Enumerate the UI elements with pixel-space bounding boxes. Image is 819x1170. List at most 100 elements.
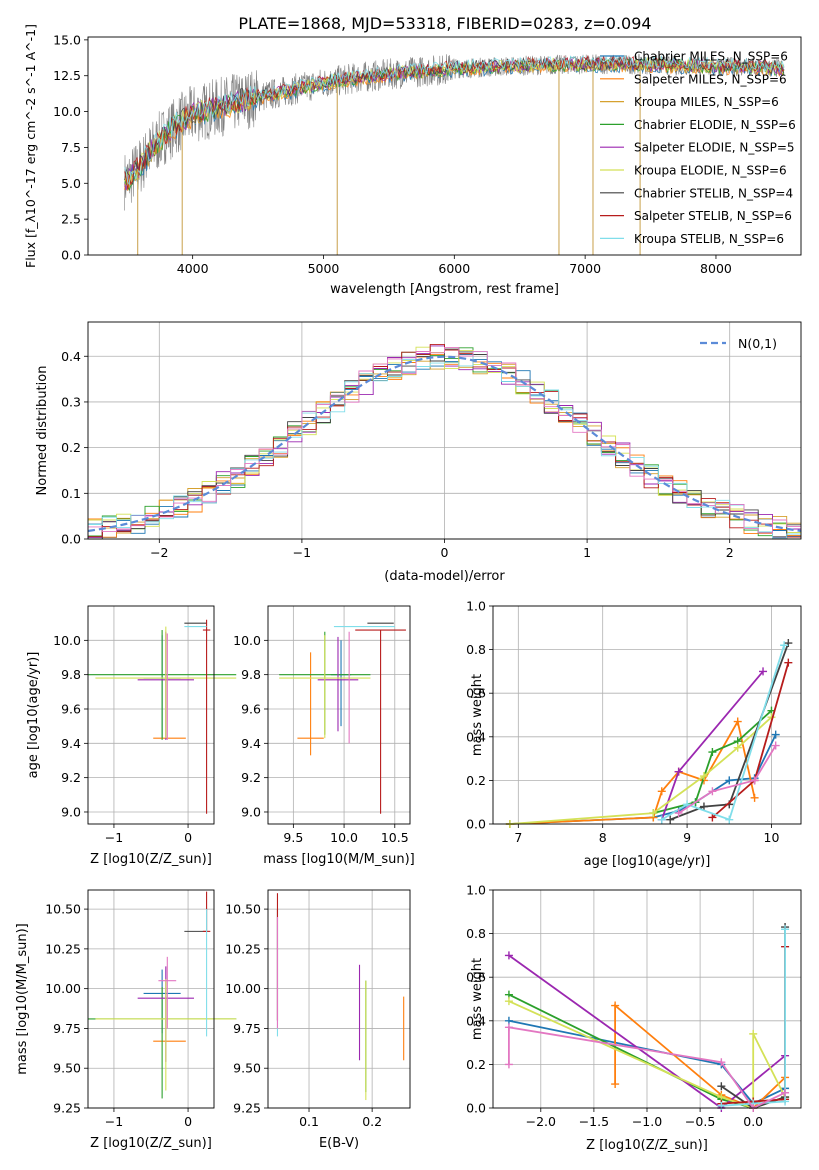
legend-label: N(0,1) [738,336,777,351]
y-tick-label: 9.50 [53,1061,81,1076]
data-point [708,813,717,822]
x-tick-label: −1.5 [579,1114,609,1129]
figure-title: PLATE=1868, MJD=53318, FIBERID=0283, z=0… [238,14,651,33]
axes-frame [267,605,411,825]
y-tick-label: 9.6 [61,701,81,716]
data-point [674,809,683,818]
y-tick-label: 9.25 [53,1101,81,1116]
y-tick-label: 9.4 [241,736,261,751]
axes-frame [267,889,411,1109]
y-tick-label: 9.25 [233,1101,261,1116]
y-tick-label: 7.5 [61,140,81,155]
y-tick-label: 10.00 [45,981,81,996]
x-axis-label: Z [log10(Z/Z_sun)] [90,1136,212,1151]
x-tick-label: 7000 [569,261,601,276]
panel-mass-vs-Z: −1 0 9.25 9.50 9.75 10.00 10.25 10.50 Z [log10(Z… [15,889,237,1151]
y-tick-label: 0.8 [466,926,486,941]
data-point [717,1082,726,1091]
y-tick-label: 10.25 [45,941,81,956]
x-tick-label: 0 [441,545,449,560]
x-tick-label: 6000 [438,261,470,276]
legend-label: Kroupa ELODIE, N_SSP=6 [634,164,787,178]
x-axis-label: Z [log10(Z/Z_sun)] [90,852,212,867]
data-point [725,815,734,824]
x-tick-label: 2 [726,545,734,560]
y-tick-label: 0.4 [466,1013,486,1028]
histogram-series [88,348,801,540]
x-axis-label: Z [log10(Z/Z_sun)] [586,1138,708,1153]
y-tick-label: 5.0 [61,176,81,191]
y-tick-label: 9.75 [53,1021,81,1036]
data-point [781,1088,790,1097]
y-tick-label: 10.25 [225,941,261,956]
data-point [781,1097,790,1106]
panel-age-vs-mass: 9.5 10.0 10.5 9.0 9.2 9.4 9.6 9.8 10.0 mass [log1… [233,605,415,867]
data-point [717,1101,726,1110]
x-tick-label: 5000 [308,261,340,276]
y-tick-label: 1.0 [466,883,486,898]
data-point [749,1029,758,1038]
y-tick-label: 10.50 [225,902,261,917]
y-tick-label: 0.0 [61,532,81,547]
legend-label: Kroupa MILES, N_SSP=6 [634,95,779,109]
axes-frame [492,605,802,825]
axes-frame [87,36,802,256]
x-tick-label: 0.0 [743,1114,763,1129]
y-axis-label: Flux [f_λ10^-17 erg cm^-2 s^-1 A^-1] [23,24,38,268]
data-point [781,925,790,934]
y-tick-label: 2.5 [61,212,81,227]
x-axis-label: wavelength [Angstrom, rest frame] [330,282,559,297]
axes-frame [87,605,215,825]
legend-label: Salpeter MILES, N_SSP=6 [634,72,787,86]
data-point [504,1060,513,1069]
y-tick-label: 0.2 [466,1057,486,1072]
legend-label: Salpeter ELODIE, N_SSP=5 [634,141,795,155]
y-tick-label: 0.4 [466,729,486,744]
x-tick-label: 10.5 [381,830,409,845]
x-axis-label: age [log10(age/yr)] [584,854,711,869]
data-point [784,658,793,667]
x-tick-label: 0 [184,1114,192,1129]
x-tick-label: −0.5 [685,1114,715,1129]
x-axis-label: (data-model)/error [384,569,505,584]
x-tick-label: 8 [599,830,607,845]
x-tick-label: 9.5 [283,830,303,845]
data-point [717,1058,726,1067]
y-tick-label: 15.0 [53,32,81,47]
y-tick-label: 9.0 [241,804,261,819]
x-tick-label: 10.0 [330,830,358,845]
data-point [699,802,708,811]
histogram-series [87,351,801,539]
data-point [504,1023,513,1032]
y-tick-label: 10.0 [53,104,81,119]
y-tick-label: 0.2 [466,773,486,788]
y-tick-label: 10.0 [53,633,81,648]
x-tick-label: −2 [150,545,168,560]
y-tick-label: 0.4 [61,349,81,364]
x-tick-label: 0.1 [299,1114,319,1129]
data-point [750,776,759,785]
x-tick-label: 4000 [177,261,209,276]
series-line [721,929,786,1107]
y-tick-label: 9.4 [61,736,81,751]
data-point [750,793,759,802]
x-tick-label: −1 [105,830,123,845]
data-point [708,787,717,796]
y-tick-label: 0.3 [61,394,81,409]
data-point [708,748,717,757]
y-tick-label: 12.5 [53,68,81,83]
x-tick-label: 0 [184,830,192,845]
y-tick-label: 0.0 [466,817,486,832]
legend-label: Chabrier ELODIE, N_SSP=6 [634,118,796,132]
y-tick-label: 9.6 [241,701,261,716]
y-tick-label: 0.6 [466,686,486,701]
y-tick-label: 9.2 [241,770,261,785]
x-tick-label: 9 [683,830,691,845]
y-axis-label: mass weight [470,674,485,756]
data-point [780,641,789,650]
y-tick-label: 9.50 [233,1061,261,1076]
x-axis-label: mass [log10(M/M_sun)] [263,852,415,867]
data-point [504,951,513,960]
data-point [771,741,780,750]
axes-frame [87,321,802,540]
